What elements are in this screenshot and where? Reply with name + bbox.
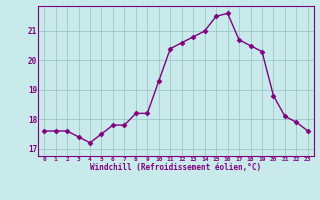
X-axis label: Windchill (Refroidissement éolien,°C): Windchill (Refroidissement éolien,°C) [91,163,261,172]
